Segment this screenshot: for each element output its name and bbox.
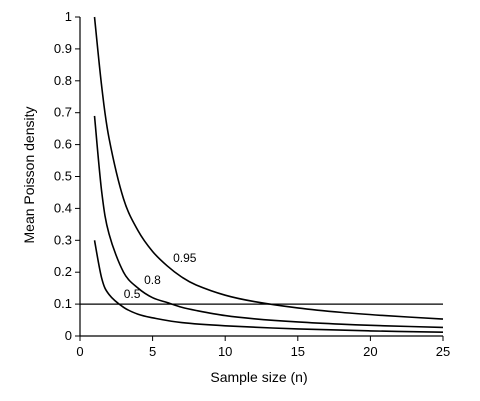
series-labels-layer: 0.95 0.80.5 (124, 251, 197, 301)
y-tick-label: 0.8 (54, 73, 72, 88)
y-tick-label: 0.4 (54, 200, 72, 215)
y-axis-title: Mean Poisson density (21, 107, 37, 244)
x-tick-label: 20 (363, 344, 377, 359)
y-tick-label: 0.1 (54, 296, 72, 311)
x-axis-title: Sample size (n) (210, 369, 307, 385)
series-line-0_5 (93, 240, 444, 333)
x-tick-label: 25 (436, 344, 450, 359)
x-tick-label: 0 (76, 344, 83, 359)
y-tick-label: 0.7 (54, 105, 72, 120)
y-tick-label: 0.6 (54, 137, 72, 152)
series-label: 0.5 (124, 287, 141, 301)
y-tick-label: 0.2 (54, 264, 72, 279)
y-tick-label: 0.3 (54, 232, 72, 247)
series-label: 0.95 (173, 251, 197, 265)
x-tick-label: 10 (218, 344, 232, 359)
y-tick-label: 0 (65, 328, 72, 343)
series-label: 0.8 (144, 273, 161, 287)
x-tick-label: 15 (291, 344, 305, 359)
x-tick-label: 5 (149, 344, 156, 359)
y-tick-label: 0.5 (54, 169, 72, 184)
series-line-0_8 (93, 115, 444, 329)
series-layer (93, 16, 444, 333)
ticks-layer: 00.10.20.30.40.50.60.70.80.910 5 10 15 20 25 (54, 9, 450, 359)
series-line-0_95 (93, 16, 444, 320)
y-tick-label: 0.9 (54, 41, 72, 56)
y-tick-label: 1 (65, 9, 72, 24)
